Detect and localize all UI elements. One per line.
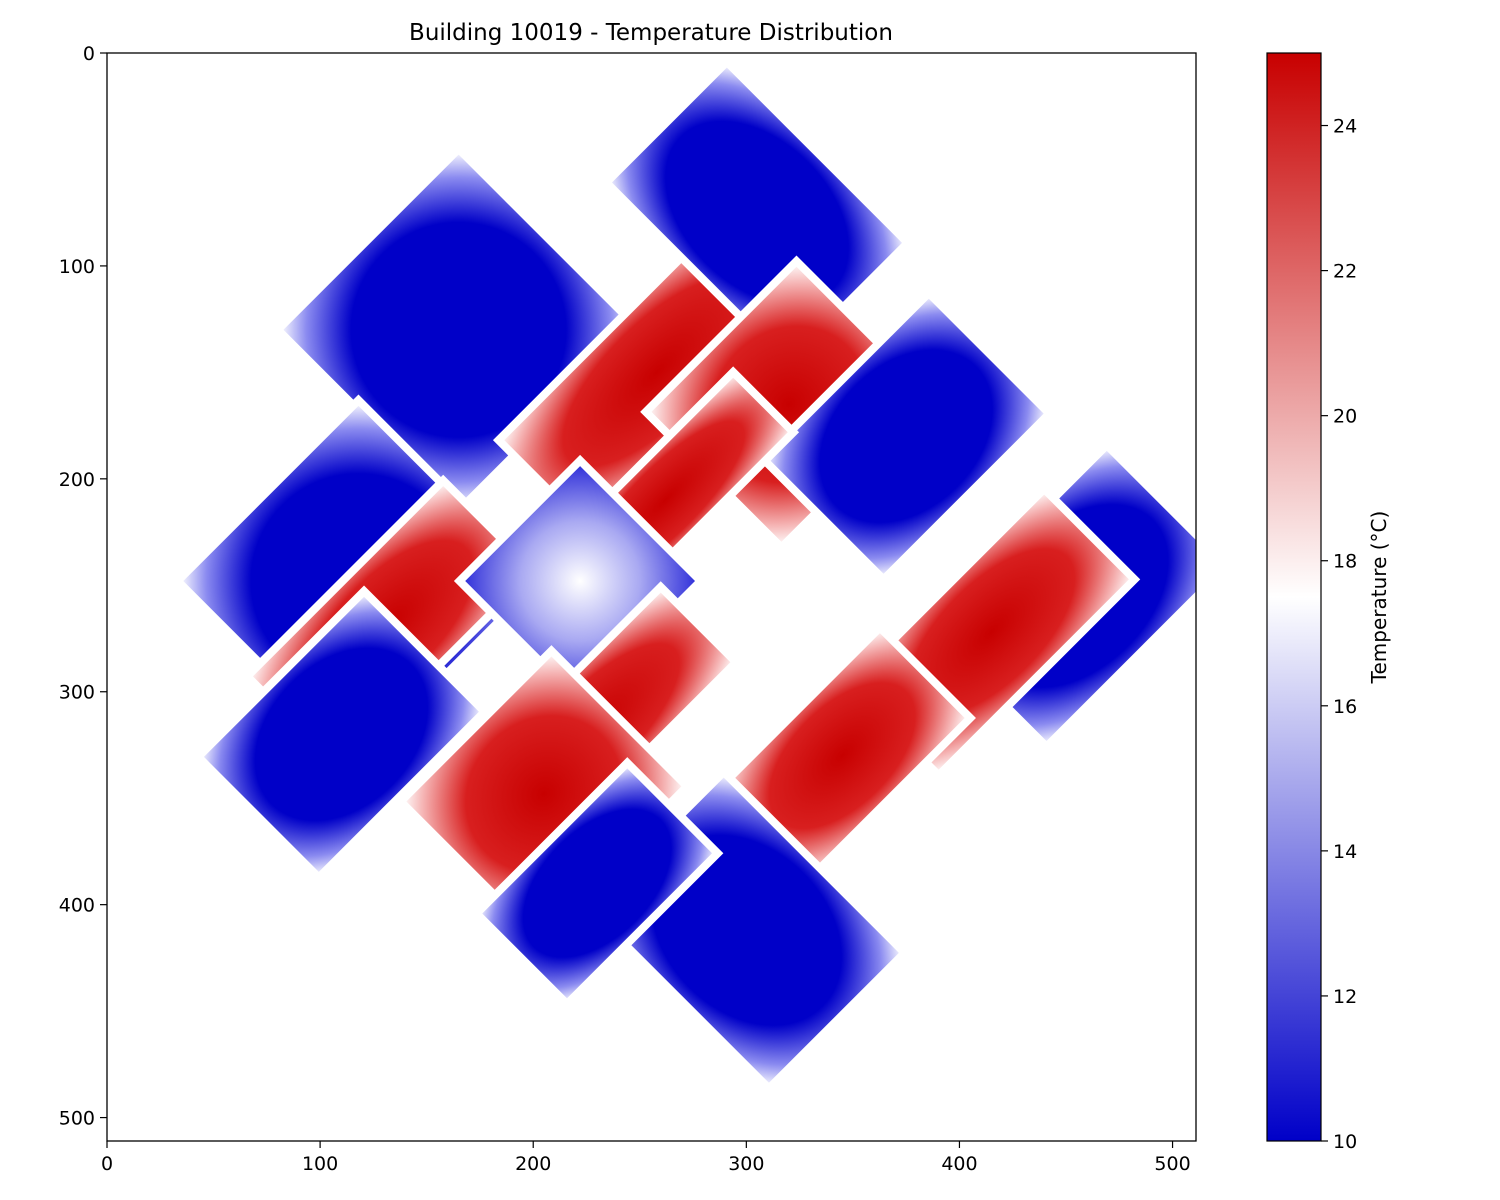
- x-tick-label: 400: [941, 1153, 977, 1175]
- plot-frame: [106, 52, 1197, 1142]
- x-tick-label: 200: [515, 1153, 551, 1175]
- colorbar-tick-label: 16: [1333, 696, 1357, 718]
- heatmap-room-right-cold: [757, 287, 1055, 586]
- colorbar-axis: 10 12 14 16 18 20 22 24: [1321, 116, 1357, 1153]
- heatmap-room-bottom-left-cold: [470, 757, 724, 1010]
- colorbar-tick-label: 10: [1333, 1131, 1357, 1153]
- heatmap-room-top-right-cold: [600, 56, 914, 370]
- x-axis: 0 100 200 300 400 500: [101, 1141, 1191, 1175]
- colorbar-tick-label: 12: [1333, 986, 1357, 1008]
- y-tick-label: 200: [59, 469, 95, 491]
- y-tick-label: 500: [59, 1108, 95, 1130]
- x-tick-label: 100: [302, 1153, 338, 1175]
- y-tick-label: 100: [59, 256, 95, 278]
- x-tick-label: 0: [101, 1153, 113, 1175]
- colorbar-tick-label: 14: [1333, 841, 1357, 863]
- colorbar-tick-label: 22: [1333, 261, 1357, 283]
- heatmap-room-lower-left-cold: [192, 585, 491, 884]
- chart-title: Building 10019 - Temperature Distributio…: [409, 20, 893, 46]
- x-tick-label: 300: [728, 1153, 764, 1175]
- y-axis: 0 100 200 300 400 500: [59, 43, 107, 1130]
- colorbar-label: Temperature (°C): [1367, 511, 1391, 685]
- heatmap-cells: [171, 56, 1196, 1095]
- y-tick-label: 400: [59, 895, 95, 917]
- y-tick-label: 300: [59, 682, 95, 704]
- y-tick-label: 0: [83, 43, 95, 65]
- colorbar: [1266, 52, 1322, 1142]
- colorbar-tick-label: 20: [1333, 406, 1357, 428]
- colorbar-tick-label: 24: [1333, 116, 1357, 138]
- x-tick-label: 500: [1154, 1153, 1190, 1175]
- colorbar-tick-label: 18: [1333, 551, 1357, 573]
